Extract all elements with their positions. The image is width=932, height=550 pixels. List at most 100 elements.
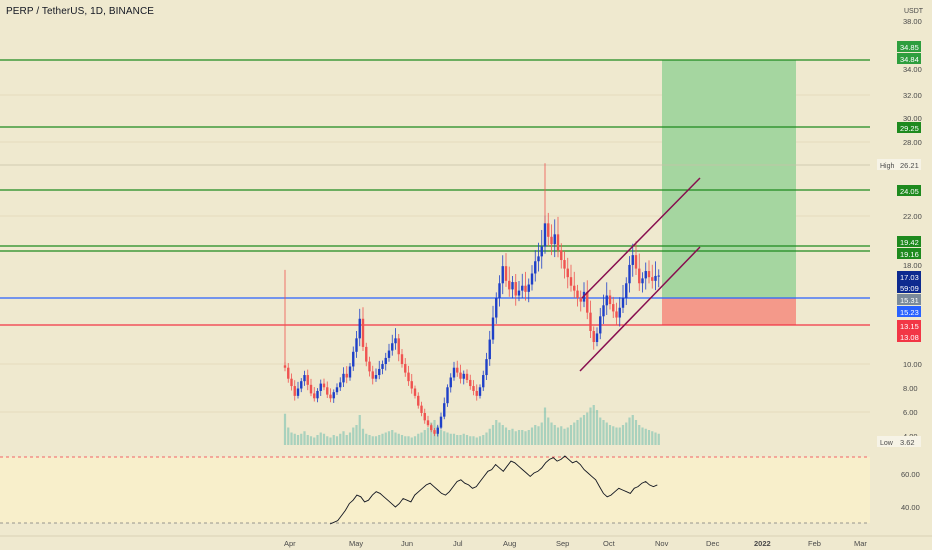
candle-body[interactable] — [417, 395, 420, 406]
candle-body[interactable] — [319, 383, 322, 391]
candle-body[interactable] — [352, 351, 355, 367]
candle-body[interactable] — [495, 297, 498, 318]
candle-body[interactable] — [355, 338, 358, 352]
candle-body[interactable] — [579, 297, 582, 302]
candle-body[interactable] — [550, 236, 553, 245]
candle-body[interactable] — [410, 381, 413, 389]
candle-body[interactable] — [511, 282, 514, 290]
candle-body[interactable] — [514, 282, 517, 296]
candle-body[interactable] — [423, 412, 426, 421]
candle-body[interactable] — [530, 273, 534, 285]
candle-body[interactable] — [498, 283, 501, 298]
price-axis[interactable]: USDT 38.00 34.00 32.00 30.00 28.00 22.00… — [870, 0, 932, 536]
candle-body[interactable] — [547, 223, 550, 237]
candle-body[interactable] — [569, 277, 573, 286]
candle-body[interactable] — [556, 234, 560, 251]
candle-body[interactable] — [644, 271, 647, 279]
candle-body[interactable] — [322, 383, 326, 388]
candle-body[interactable] — [469, 379, 472, 387]
candle-body[interactable] — [456, 367, 459, 373]
candle-body[interactable] — [309, 384, 313, 394]
candle-body[interactable] — [465, 373, 469, 380]
candle-body[interactable] — [478, 387, 482, 396]
candle-body[interactable] — [381, 364, 384, 369]
candle-body[interactable] — [566, 268, 569, 278]
candle-body[interactable] — [365, 346, 368, 362]
candle-body[interactable] — [592, 331, 595, 343]
candle-body[interactable] — [326, 387, 329, 395]
candle-body[interactable] — [397, 338, 400, 355]
candle-body[interactable] — [657, 275, 660, 277]
candle-body[interactable] — [433, 430, 436, 434]
candle-body[interactable] — [517, 290, 521, 296]
candle-body[interactable] — [534, 261, 537, 274]
candle-body[interactable] — [631, 255, 634, 265]
candle-body[interactable] — [290, 378, 293, 387]
candle-body[interactable] — [651, 277, 654, 281]
candle-body[interactable] — [439, 416, 443, 428]
candle-body[interactable] — [634, 255, 638, 269]
candle-body[interactable] — [608, 295, 612, 305]
candle-body[interactable] — [296, 388, 300, 396]
candle-body[interactable] — [361, 318, 365, 347]
candle-body[interactable] — [621, 297, 625, 308]
candle-body[interactable] — [540, 246, 543, 257]
candle-body[interactable] — [462, 373, 465, 379]
candle-body[interactable] — [452, 367, 456, 378]
candle-body[interactable] — [342, 373, 345, 383]
candle-body[interactable] — [599, 316, 602, 334]
candle-body[interactable] — [430, 425, 433, 431]
candle-body[interactable] — [449, 377, 452, 388]
candle-body[interactable] — [345, 373, 348, 378]
candle-body[interactable] — [303, 375, 306, 382]
candle-body[interactable] — [638, 268, 641, 284]
candle-body[interactable] — [400, 354, 404, 365]
candle-body[interactable] — [491, 317, 495, 340]
candle-body[interactable] — [378, 368, 381, 376]
candle-body[interactable] — [573, 285, 576, 291]
candle-body[interactable] — [348, 366, 352, 378]
candle-body[interactable] — [446, 387, 449, 404]
candle-body[interactable] — [313, 393, 316, 399]
candle-body[interactable] — [391, 343, 394, 351]
candle-body[interactable] — [426, 420, 430, 426]
candle-body[interactable] — [443, 403, 446, 417]
candle-body[interactable] — [339, 382, 342, 388]
candle-body[interactable] — [602, 305, 605, 317]
candle-body[interactable] — [475, 390, 478, 396]
candle-body[interactable] — [589, 312, 592, 331]
candle-body[interactable] — [553, 234, 556, 245]
target-zone[interactable] — [662, 60, 796, 298]
candle-body[interactable] — [384, 357, 387, 365]
candle-body[interactable] — [618, 307, 621, 318]
candle-body[interactable] — [654, 275, 657, 281]
candle-body[interactable] — [293, 386, 296, 396]
candle-body[interactable] — [306, 375, 309, 385]
candle-body[interactable] — [501, 266, 504, 284]
candle-body[interactable] — [332, 392, 335, 399]
candle-body[interactable] — [508, 280, 511, 290]
candle-body[interactable] — [335, 387, 339, 393]
candle-body[interactable] — [368, 361, 371, 372]
candle-body[interactable] — [625, 283, 628, 298]
candle-body[interactable] — [524, 285, 527, 292]
candle-body[interactable] — [287, 367, 290, 379]
candle-body[interactable] — [595, 333, 599, 343]
candle-body[interactable] — [612, 304, 615, 312]
stop-zone[interactable] — [662, 298, 796, 325]
candle-body[interactable] — [504, 266, 508, 281]
candle-body[interactable] — [628, 264, 631, 284]
candle-body[interactable] — [605, 295, 608, 306]
candle-body[interactable] — [560, 250, 563, 261]
candle-body[interactable] — [394, 338, 397, 344]
candle-body[interactable] — [374, 375, 378, 379]
symbol-title[interactable]: PERP / TetherUS, 1D, BINANCE — [6, 6, 155, 17]
candle-body[interactable] — [300, 381, 303, 389]
candle-body[interactable] — [472, 386, 475, 391]
candle-body[interactable] — [537, 256, 540, 262]
candle-body[interactable] — [316, 390, 319, 399]
candle-body[interactable] — [521, 285, 524, 291]
candle-body[interactable] — [527, 284, 530, 292]
candle-body[interactable] — [459, 372, 462, 379]
